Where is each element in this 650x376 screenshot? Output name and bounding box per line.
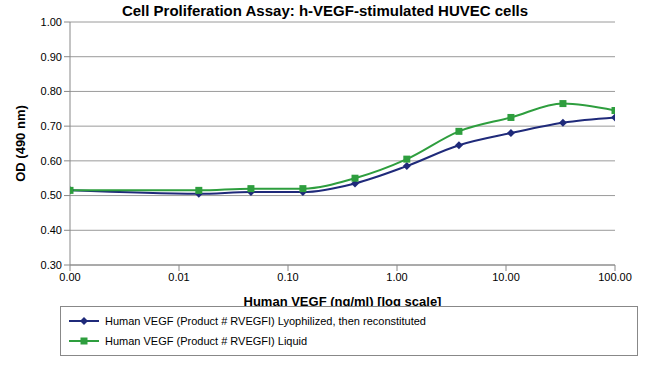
svg-text:0.90: 0.90: [41, 51, 62, 63]
svg-text:0.00: 0.00: [59, 271, 80, 283]
svg-text:0.60: 0.60: [41, 155, 62, 167]
svg-text:0.50: 0.50: [41, 189, 62, 201]
svg-text:1.00: 1.00: [41, 16, 62, 28]
svg-text:0.70: 0.70: [41, 120, 62, 132]
svg-text:0.30: 0.30: [41, 259, 62, 271]
svg-text:1.00: 1.00: [386, 271, 407, 283]
html-text:Human VEGF (Product # RVEGFI): Human VEGF (Product # RVEGFI) Lyophilize…: [105, 315, 426, 327]
svg-text:0.10: 0.10: [277, 271, 298, 283]
svg-text:0.80: 0.80: [41, 85, 62, 97]
svg-text:100.00: 100.00: [598, 271, 632, 283]
html-text:Human VEGF (Product # RVEGFI): Human VEGF (Product # RVEGFI) Liquid: [105, 335, 308, 347]
svg-text:OD (490 nm): OD (490 nm): [13, 105, 28, 182]
svg-text:0.01: 0.01: [168, 271, 189, 283]
svg-text:0.40: 0.40: [41, 224, 62, 236]
html-text:Cell Proliferation Assay: h-VE: Cell Proliferation Assay: h-VEGF-stimula…: [121, 2, 529, 19]
svg-text:10.00: 10.00: [492, 271, 520, 283]
